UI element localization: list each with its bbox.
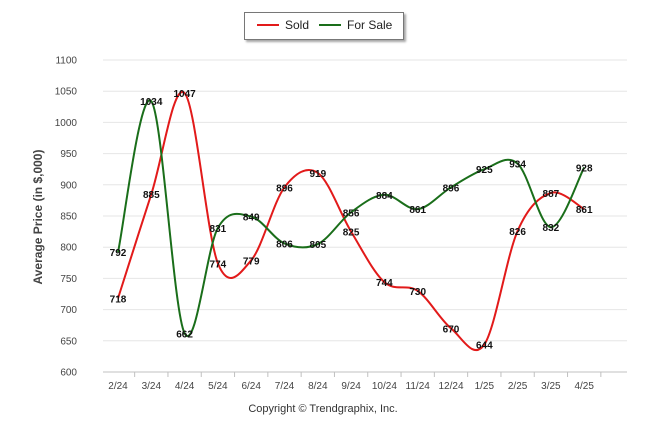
data-label-for-sale: 884 — [376, 191, 393, 202]
data-label-sold: 644 — [476, 341, 493, 352]
x-axis-ticks: 2/24 3/24 4/24 5/24 6/24 7/24 8/24 9/24 10/24 11/… — [103, 371, 627, 392]
data-label-for-sale: 1034 — [140, 97, 163, 108]
x-tick-label: 4/25 — [574, 381, 594, 392]
data-label-sold: 1047 — [173, 89, 196, 100]
data-label-sold: 718 — [110, 294, 127, 305]
data-label-sold: 861 — [576, 205, 593, 216]
legend-label-sold: Sold — [285, 18, 310, 32]
data-label-for-sale: 806 — [276, 239, 293, 250]
legend-swatch-sold — [257, 24, 279, 26]
y-tick-label: 950 — [60, 149, 77, 160]
data-label-for-sale: 934 — [509, 160, 526, 171]
y-tick-label: 650 — [60, 336, 77, 347]
legend-swatch-for-sale — [319, 24, 341, 26]
series-line-for-sale — [117, 99, 586, 338]
series-line-sold — [117, 90, 585, 352]
data-label-for-sale: 856 — [343, 208, 360, 219]
x-tick-label: 10/24 — [372, 381, 397, 392]
data-label-sold: 826 — [509, 227, 526, 238]
data-label-for-sale: 925 — [476, 165, 493, 176]
x-tick-label: 3/25 — [541, 381, 561, 392]
data-label-for-sale: 805 — [309, 240, 326, 251]
x-tick-label: 9/24 — [341, 381, 361, 392]
data-label-for-sale: 896 — [443, 183, 460, 194]
series-lines — [117, 90, 586, 352]
y-tick-label: 600 — [60, 368, 77, 379]
data-label-for-sale: 928 — [576, 163, 593, 174]
data-label-sold: 779 — [243, 256, 260, 267]
y-tick-label: 1100 — [55, 56, 77, 67]
x-tick-label: 4/24 — [175, 381, 195, 392]
data-label-for-sale: 849 — [243, 213, 260, 224]
y-tick-label: 750 — [60, 274, 77, 285]
x-tick-label: 8/24 — [308, 381, 328, 392]
data-label-sold: 887 — [543, 189, 560, 200]
data-label-sold: 744 — [376, 278, 393, 289]
y-axis-label: Average Price (in $,000) — [31, 150, 45, 285]
y-tick-label: 800 — [60, 243, 77, 254]
data-label-sold: 919 — [309, 169, 326, 180]
gridlines — [103, 59, 627, 373]
data-label-sold: 774 — [210, 259, 227, 270]
data-label-sold: 885 — [143, 190, 160, 201]
x-tick-label: 6/24 — [241, 381, 261, 392]
x-tick-label: 12/24 — [438, 381, 463, 392]
data-labels: 718 885 1047 774 779 896 919 825 744 730 670 644 826… — [110, 89, 593, 351]
y-tick-label: 1000 — [55, 118, 78, 129]
x-tick-label: 1/25 — [475, 381, 495, 392]
data-label-for-sale: 792 — [110, 248, 127, 259]
y-tick-label: 850 — [60, 212, 77, 223]
y-axis-ticks: 600 650 700 750 800 850 900 950 1000 1050 1100 — [55, 56, 78, 379]
data-label-for-sale: 861 — [409, 205, 426, 216]
x-tick-label: 2/25 — [508, 381, 528, 392]
data-label-sold: 670 — [443, 324, 460, 335]
x-tick-label: 2/24 — [108, 381, 128, 392]
legend: Sold For Sale — [244, 12, 404, 40]
data-label-for-sale: 831 — [210, 224, 227, 235]
data-label-for-sale: 832 — [543, 223, 560, 234]
data-label-sold: 896 — [276, 183, 293, 194]
y-tick-label: 900 — [60, 180, 77, 191]
x-tick-label: 5/24 — [208, 381, 228, 392]
x-tick-label: 3/24 — [142, 381, 162, 392]
x-tick-label: 11/24 — [406, 381, 431, 392]
y-tick-label: 700 — [60, 305, 77, 316]
x-tick-label: 7/24 — [275, 381, 295, 392]
legend-item-sold[interactable]: Sold — [257, 18, 309, 32]
legend-label-for-sale: For Sale — [347, 18, 393, 32]
data-label-sold: 730 — [409, 287, 426, 298]
y-tick-label: 1050 — [55, 87, 78, 98]
data-label-for-sale: 662 — [176, 329, 193, 340]
data-label-sold: 825 — [343, 228, 360, 239]
copyright-text: Copyright © Trendgraphix, Inc. — [248, 403, 398, 415]
legend-item-for-sale[interactable]: For Sale — [319, 18, 392, 32]
